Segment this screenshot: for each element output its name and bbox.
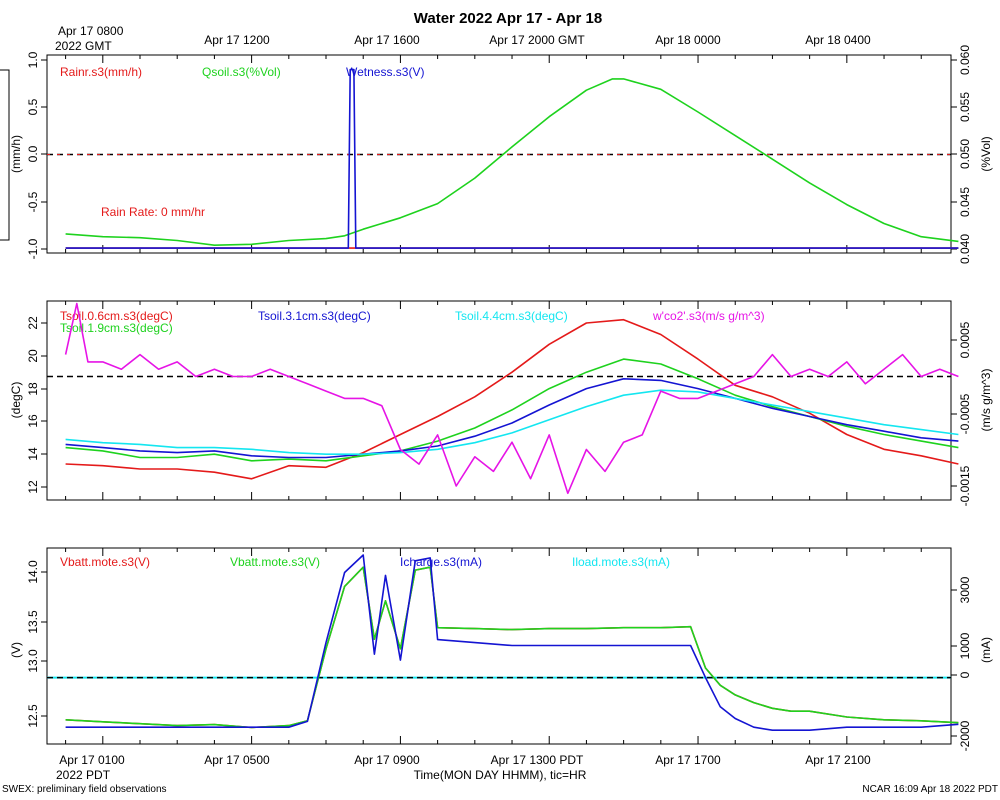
bottom-axis-label: Apr 17 0100 <box>59 753 125 767</box>
top-ylabel-right: (%Vol) <box>979 136 993 171</box>
legend-stub-frame <box>0 69 10 241</box>
top-panel-labels: Rainr.s3(mm/h) Qsoil.s3(%Vol) Wetness.s3… <box>60 65 424 219</box>
bottom-axis-year: 2022 PDT <box>56 768 111 782</box>
top-ylabel-left: (mm/h) <box>9 135 23 173</box>
legend-tsoil-0-6: Tsoil.0.6cm.s3(degC) <box>60 309 173 323</box>
legend-wetness: Wetness.s3(V) <box>346 65 424 79</box>
panel-frame <box>46 300 952 501</box>
left-tick-label: 0.0 <box>26 145 40 162</box>
top-axis-label: Apr 17 1200 <box>204 33 270 47</box>
right-tick-label: 0.055 <box>958 92 972 122</box>
left-tick-label: 0.5 <box>26 98 40 115</box>
plot-area: 1.0 0.5 0.0 -0.5 -1.0 0.060 0.055 0.050 0.045 0.0… <box>0 45 972 751</box>
bottom-ylabel-right: (mA) <box>979 637 993 663</box>
left-tick-label: 18 <box>26 382 40 396</box>
series-line-w-co2-s3-m-s-g-m-3- <box>64 302 959 495</box>
top-axis-labels: Apr 17 0800 2022 GMT Apr 17 1200 Apr 17 … <box>55 24 871 53</box>
bottom-axis-label: Apr 17 2100 <box>805 753 871 767</box>
left-tick-label: 12 <box>26 480 40 494</box>
x-axis-title: Time(MON DAY HHMM), tic=HR <box>414 768 587 782</box>
legend-tsoil-4-4: Tsoil.4.4cm.s3(degC) <box>455 309 568 323</box>
left-tick-label: 20 <box>26 349 40 363</box>
bottom-axis-label: Apr 17 1300 PDT <box>491 753 584 767</box>
left-tick-label: 1.0 <box>26 51 40 68</box>
series-line-vbatt-mote-s3-v- <box>65 566 959 729</box>
left-tick-label: -1.0 <box>26 238 40 259</box>
right-tick-label: 3000 <box>958 576 972 603</box>
series-line-qsoil-s3-vol- <box>65 78 959 246</box>
bottom-axis-label: Apr 17 0500 <box>204 753 270 767</box>
legend-wco2: w'co2'.s3(m/s g/m^3) <box>652 309 765 323</box>
legend-icharge: Icharge.s3(mA) <box>400 555 482 569</box>
right-tick-label: 0.040 <box>958 234 972 264</box>
right-tick-label: 0.045 <box>958 187 972 217</box>
middle-ylabel-left: (degC) <box>9 382 23 419</box>
legend-qsoil: Qsoil.s3(%Vol) <box>202 65 281 79</box>
legend-rainr: Rainr.s3(mm/h) <box>60 65 142 79</box>
right-tick-label: 0 <box>958 671 972 678</box>
chart-title: Water 2022 Apr 17 - Apr 18 <box>414 10 602 27</box>
right-tick-label: 0.050 <box>958 139 972 169</box>
legend-vbatt-red: Vbatt.mote.s3(V) <box>60 555 150 569</box>
series-line-wetness-s3-v- <box>65 68 959 249</box>
axis-unit-labels: (mm/h) (%Vol) (degC) (m/s g/m^3) (V) (mA… <box>9 135 993 663</box>
footer-left: SWEX: preliminary field observations <box>2 784 167 795</box>
legend-tsoil-3-1: Tsoil.3.1cm.s3(degC) <box>258 309 371 323</box>
footer-right: NCAR 16:09 Apr 18 2022 PDT <box>862 784 998 795</box>
panel-frame <box>46 547 952 745</box>
right-tick-label: 0.0005 <box>958 321 972 358</box>
right-tick-label: -2000 <box>958 720 972 751</box>
left-tick-label: 12.5 <box>26 704 40 728</box>
top-axis-label: Apr 17 1600 <box>354 33 420 47</box>
right-tick-label: 0.060 <box>958 45 972 75</box>
top-axis-label: Apr 18 0000 <box>655 33 721 47</box>
right-tick-label: 1000 <box>958 632 972 659</box>
top-axis-label: Apr 18 0400 <box>805 33 871 47</box>
series-line-tsoil-4-4cm-s3-degc- <box>65 389 959 456</box>
top-axis-label: Apr 17 2000 GMT <box>489 33 585 47</box>
right-tick-label: -0.0015 <box>958 465 972 506</box>
bottom-panel-labels: Vbatt.mote.s3(V) Vbatt.mote.s3(V) Icharg… <box>60 555 670 569</box>
legend-tsoil-1-9: Tsoil.1.9cm.s3(degC) <box>60 321 173 335</box>
series-line-tsoil-3-1cm-s3-degc- <box>65 377 959 459</box>
series-line-vbatt-mote-s3-v- <box>65 566 959 729</box>
right-tick-label: -0.0005 <box>958 393 972 434</box>
left-tick-label: 22 <box>26 316 40 330</box>
legend-vbatt-green: Vbatt.mote.s3(V) <box>230 555 320 569</box>
left-tick-label: -0.5 <box>26 191 40 212</box>
left-tick-label: 14 <box>26 447 40 461</box>
left-tick-label: 14.0 <box>26 560 40 584</box>
left-tick-label: 13.5 <box>26 610 40 634</box>
bottom-axis-labels: Apr 17 0100 Apr 17 0500 Apr 17 0900 Apr … <box>56 753 871 782</box>
left-tick-label: 16 <box>26 414 40 428</box>
legend-iload: Iload.mote.s3(mA) <box>572 555 670 569</box>
middle-ylabel-right: (m/s g/m^3) <box>979 369 993 432</box>
rain-rate-annotation: Rain Rate: 0 mm/hr <box>101 205 205 219</box>
bottom-axis-label: Apr 17 1700 <box>655 753 721 767</box>
top-axis-first-label: Apr 17 0800 <box>58 24 124 38</box>
left-tick-label: 13.0 <box>26 649 40 673</box>
bottom-axis-label: Apr 17 0900 <box>354 753 420 767</box>
top-axis-first-label-year: 2022 GMT <box>55 39 112 53</box>
series-line-tsoil-0-6cm-s3-degc- <box>65 318 959 480</box>
bottom-ylabel-left: (V) <box>9 642 23 658</box>
middle-panel-labels: Tsoil.0.6cm.s3(degC) Tsoil.1.9cm.s3(degC… <box>60 309 765 335</box>
series-line-icharge-s3-ma- <box>65 554 959 732</box>
